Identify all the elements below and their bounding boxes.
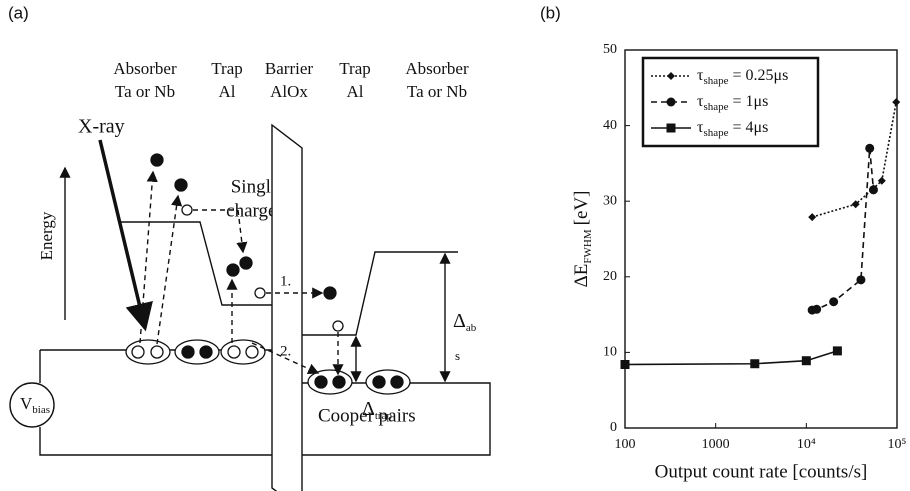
delta-sub: ab	[466, 322, 477, 334]
vbias-source	[9, 382, 55, 428]
vbias-sub: bias	[32, 404, 50, 416]
point	[868, 185, 878, 195]
delta-ab-label: Δab	[453, 310, 477, 334]
x-tick-label: 100	[615, 437, 636, 452]
point	[750, 359, 760, 369]
single-charges: charges	[226, 200, 284, 221]
s-label: s	[455, 348, 460, 363]
y-label-sub: FWHM	[582, 229, 594, 263]
column-material: Al	[219, 82, 236, 101]
point	[851, 200, 860, 209]
step-label: 2.	[280, 343, 291, 359]
delta-sub: trap	[375, 410, 393, 422]
column-material: AlOx	[270, 82, 308, 101]
point	[892, 98, 901, 107]
barrier	[271, 123, 303, 491]
x-tick-label: 1000	[702, 437, 730, 452]
column-title: Trap	[211, 59, 243, 78]
diagram: (a) Absorber Ta or Nb Trap Al Barrier Al…	[8, 3, 491, 491]
legend-rest: = 0.25μs	[732, 67, 788, 84]
xray-arrow	[98, 139, 153, 332]
y-tick-label: 10	[603, 345, 617, 360]
y-tick-label: 0	[610, 420, 617, 435]
point	[666, 123, 676, 133]
column-title: Absorber	[113, 59, 177, 78]
legend-sub: shape	[703, 127, 728, 139]
column-material: Al	[347, 82, 364, 101]
legend-rest: = 1μs	[732, 93, 768, 110]
y-tick-label: 20	[603, 269, 617, 284]
y-tick-label: 50	[603, 42, 617, 57]
single-charges: Single	[231, 176, 280, 197]
delta-symbol: Δ	[453, 310, 466, 332]
series-line	[624, 350, 838, 366]
left-band	[120, 221, 275, 306]
y-tick-label: 30	[603, 193, 617, 208]
y-label-unit: [eV]	[571, 191, 592, 226]
legend-sub: shape	[703, 75, 728, 87]
legend-label: τshape = 1μs	[697, 93, 768, 113]
legend-label: τshape = 4μs	[697, 119, 768, 139]
series-line	[812, 148, 875, 311]
charges	[150, 153, 344, 332]
transitions	[139, 170, 344, 376]
legend-rest: = 4μs	[732, 119, 768, 136]
circuit	[39, 350, 491, 456]
legend-symbol: τ	[697, 67, 704, 84]
column-title: Absorber	[405, 59, 469, 78]
delta-symbol: Δ	[362, 398, 375, 420]
point	[801, 356, 811, 366]
delta-trap-label: Δtrap	[362, 398, 392, 422]
xray-label: X-ray	[78, 116, 125, 138]
point	[877, 176, 886, 185]
step-label: 1.	[280, 273, 291, 289]
column-title: Barrier	[265, 59, 313, 78]
vbias-symbol: V	[20, 394, 33, 413]
point	[812, 304, 822, 314]
panel-label: (a)	[8, 3, 29, 22]
series-line	[811, 102, 897, 218]
y-label-main: ΔE	[571, 264, 592, 288]
x-axis-label: Output count rate [counts/s]	[655, 461, 868, 482]
legend-sub: shape	[703, 101, 728, 113]
legend-label: τshape = 0.25μs	[697, 67, 788, 87]
point	[829, 297, 839, 307]
point	[808, 213, 817, 222]
cooper-pairs-label: Cooper pairs	[318, 405, 416, 426]
vbias-label: Vbias	[20, 394, 50, 416]
panel-label: (b)	[540, 3, 561, 22]
pairs	[125, 339, 411, 395]
point	[856, 275, 866, 285]
right-band	[302, 251, 458, 336]
y-axis-label: ΔEFWHM [eV]	[571, 191, 593, 288]
plot-frame	[624, 49, 898, 429]
energy-label: Energy	[37, 211, 56, 260]
legend-symbol: τ	[697, 93, 704, 110]
point	[865, 143, 875, 153]
column-material: Ta or Nb	[115, 82, 175, 101]
column-material: Ta or Nb	[407, 82, 467, 101]
point	[666, 97, 676, 107]
point	[667, 72, 675, 80]
x-tick-label: 10⁴	[797, 437, 816, 452]
x-tick-label: 10⁵	[888, 437, 907, 452]
point	[620, 359, 630, 369]
point	[832, 346, 842, 356]
chart: (b) 0 10 20 30 40 50 100 1000 10⁴ 10⁵ Output count…	[540, 3, 907, 482]
legend-symbol: τ	[697, 119, 704, 136]
column-title: Trap	[339, 59, 371, 78]
y-tick-label: 40	[603, 118, 617, 133]
